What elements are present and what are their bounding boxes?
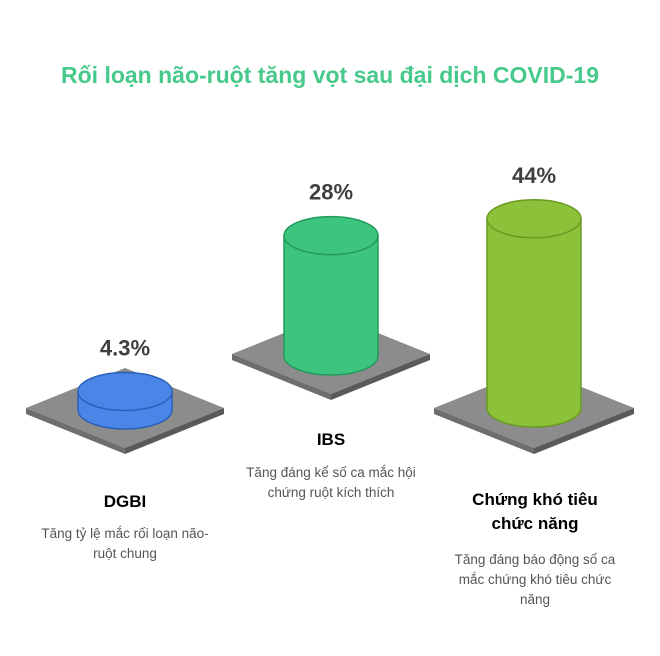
description-ibs: Tăng đáng kể số ca mắc hội chứng ruột kí… [246,465,416,500]
platform-right-functional-dyspepsia [534,408,634,454]
platform-right-dgbi [125,408,224,454]
bar-top-ibs [283,215,379,256]
bar-top-dgbi [77,371,173,412]
bar-group-dgbi: 4.3% [26,336,224,454]
description-functional-dyspepsia: Tăng đáng báo động số ca mắc chứng khó t… [454,552,616,607]
category-label-dgbi: DGBI [103,492,147,511]
bar-top-functional-dyspepsia [486,199,582,239]
value-label-ibs: 28% [309,180,353,205]
description-dgbi: Tăng tỷ lệ mắc rối loạn não-ruột chung [41,526,209,561]
bar-ibs [283,234,379,376]
bar-group-functional-dyspepsia: 44% [434,163,634,454]
platform-right-ibs [331,354,430,400]
bar-group-ibs: 28% [232,180,430,400]
platform-left-dgbi [26,408,125,454]
value-label-functional-dyspepsia: 44% [512,163,556,188]
category-label-functional-dyspepsia: Chứng khó tiêu chức năng [472,490,598,533]
platform-left-ibs [232,354,331,400]
bar-functional-dyspepsia [486,218,582,428]
value-label-dgbi: 4.3% [100,336,150,361]
platform-left-functional-dyspepsia [434,408,534,454]
category-label-ibs: IBS [316,430,346,449]
chart-title: Rối loạn não-ruột tăng vọt sau đại dịch … [61,62,599,88]
